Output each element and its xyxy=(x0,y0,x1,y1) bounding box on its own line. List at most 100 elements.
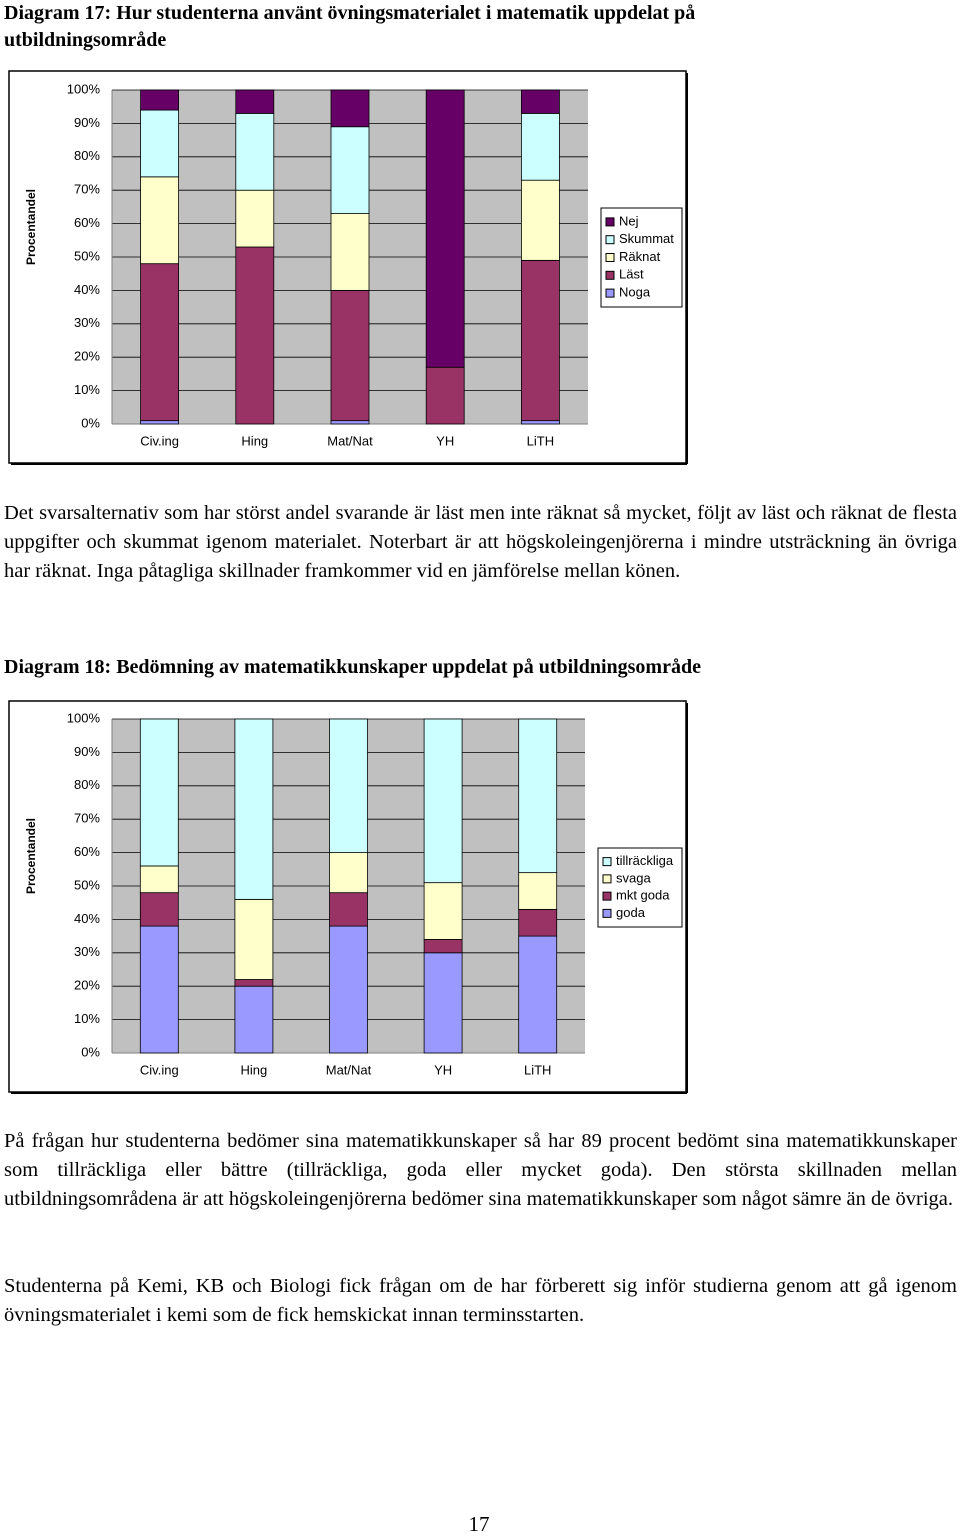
bar-segment xyxy=(235,89,275,114)
bar-segment xyxy=(140,89,180,111)
bar-segment xyxy=(139,925,179,1054)
bar-segment xyxy=(330,213,370,291)
y-tick-label: 70% xyxy=(74,811,100,826)
y-tick-label: 90% xyxy=(74,744,100,759)
bar-segment xyxy=(423,939,463,954)
y-tick-label: 70% xyxy=(74,182,100,197)
bar-segment xyxy=(234,985,274,1054)
bar-segment xyxy=(329,852,368,894)
legend-swatch xyxy=(602,891,612,901)
bar-segment xyxy=(330,89,370,128)
bar-segment xyxy=(330,420,370,425)
y-tick-label: 30% xyxy=(74,315,100,330)
legend-label: mkt goda xyxy=(616,888,670,903)
chart: 0% 10% 20% 30% 40% 50% 60% 70% 80% 90% 100% Procent… xyxy=(8,70,688,465)
bar-segment xyxy=(140,176,180,265)
legend-swatch xyxy=(602,857,612,867)
bar-segment xyxy=(140,263,180,422)
y-tick-label: 100% xyxy=(67,710,101,725)
legend-label: Skummat xyxy=(619,231,674,246)
legend-box xyxy=(597,847,683,928)
bar-segment xyxy=(235,112,275,191)
y-tick-label: 50% xyxy=(74,248,100,263)
bar-segment xyxy=(140,109,180,178)
x-tick-label: YH xyxy=(436,433,454,448)
bar-segment xyxy=(235,246,275,425)
legend-label: Läst xyxy=(619,267,644,282)
bar-segment xyxy=(330,126,370,214)
y-tick-label: 40% xyxy=(74,282,100,297)
bar-segment xyxy=(234,718,274,900)
chart-title: Diagram 18: Bedömning av matematikkunska… xyxy=(4,656,701,678)
x-tick-label: LiTH xyxy=(527,433,554,448)
legend-swatch xyxy=(602,874,612,884)
y-tick-label: 60% xyxy=(74,215,100,230)
x-tick-label: Hing xyxy=(241,433,268,448)
paragraph: Det svarsalternativ som har störst andel… xyxy=(4,502,957,582)
y-axis-label: Procentandel xyxy=(24,818,38,894)
bar-segment xyxy=(425,89,465,368)
x-tick-label: Hing xyxy=(241,1062,268,1077)
y-tick-label: 0% xyxy=(81,415,100,430)
bar-segment xyxy=(329,925,368,1054)
y-tick-label: 60% xyxy=(74,844,100,859)
y-tick-label: 40% xyxy=(74,911,100,926)
legend-label: svaga xyxy=(616,870,651,885)
x-tick-label: Mat/Nat xyxy=(326,1062,372,1077)
y-tick-label: 10% xyxy=(74,1011,100,1026)
bar-segment xyxy=(139,892,179,927)
x-tick-label: YH xyxy=(434,1062,452,1077)
legend-label: Noga xyxy=(619,285,651,300)
y-tick-label: 30% xyxy=(74,944,100,959)
page-number: 17 xyxy=(468,1512,490,1536)
paragraph: På frågan hur studenterna bedömer sina m… xyxy=(4,1130,957,1210)
y-tick-label: 100% xyxy=(67,81,101,96)
y-tick-label: 80% xyxy=(74,148,100,163)
bar-segment xyxy=(139,718,179,867)
bar-segment xyxy=(521,112,560,181)
y-tick-label: 50% xyxy=(74,877,100,892)
paragraph: Studenterna på Kemi, KB och Biologi fick… xyxy=(4,1275,957,1326)
bar-segment xyxy=(140,420,180,425)
bar-segment xyxy=(521,259,560,422)
legend-swatch xyxy=(605,288,615,298)
x-tick-label: Civ.ing xyxy=(140,1062,179,1077)
bar-segment xyxy=(518,935,558,1054)
bar-segment xyxy=(518,718,558,874)
bar-segment xyxy=(425,366,465,425)
y-tick-label: 20% xyxy=(74,978,100,993)
bar-segment xyxy=(423,882,463,940)
chart-title: Diagram 17: Hur studenterna använt övnin… xyxy=(4,2,696,51)
legend-label: Nej xyxy=(619,213,639,228)
legend-label: Räknat xyxy=(619,249,661,264)
y-tick-label: 20% xyxy=(74,349,100,364)
y-tick-label: 90% xyxy=(74,115,100,130)
bar-segment xyxy=(518,872,558,910)
y-tick-label: 0% xyxy=(81,1044,100,1059)
x-tick-label: Mat/Nat xyxy=(327,433,373,448)
legend-swatch xyxy=(605,217,615,227)
bar-segment xyxy=(234,898,274,980)
chart: 0% 10% 20% 30% 40% 50% 60% 70% 80% 90% 100% Procent… xyxy=(8,700,688,1094)
legend-label: tillräckliga xyxy=(616,853,674,868)
y-tick-label: 80% xyxy=(74,777,100,792)
bar-segment xyxy=(235,189,275,248)
bar-segment xyxy=(329,718,368,854)
bar-segment xyxy=(423,952,463,1054)
bar-segment xyxy=(139,865,179,894)
bar-segment xyxy=(521,420,560,425)
legend-swatch xyxy=(605,235,615,245)
y-axis-label: Procentandel xyxy=(24,189,38,265)
legend-swatch xyxy=(605,253,615,262)
x-tick-label: LiTH xyxy=(524,1062,551,1077)
bar-segment xyxy=(423,718,463,884)
x-tick-label: Civ.ing xyxy=(140,433,179,448)
legend-label: goda xyxy=(616,905,646,920)
bar-segment xyxy=(518,908,558,937)
legend-swatch xyxy=(602,908,612,918)
bar-segment xyxy=(521,179,560,261)
bar-segment xyxy=(521,89,560,114)
bar-segment xyxy=(329,892,368,927)
y-tick-label: 10% xyxy=(74,382,100,397)
